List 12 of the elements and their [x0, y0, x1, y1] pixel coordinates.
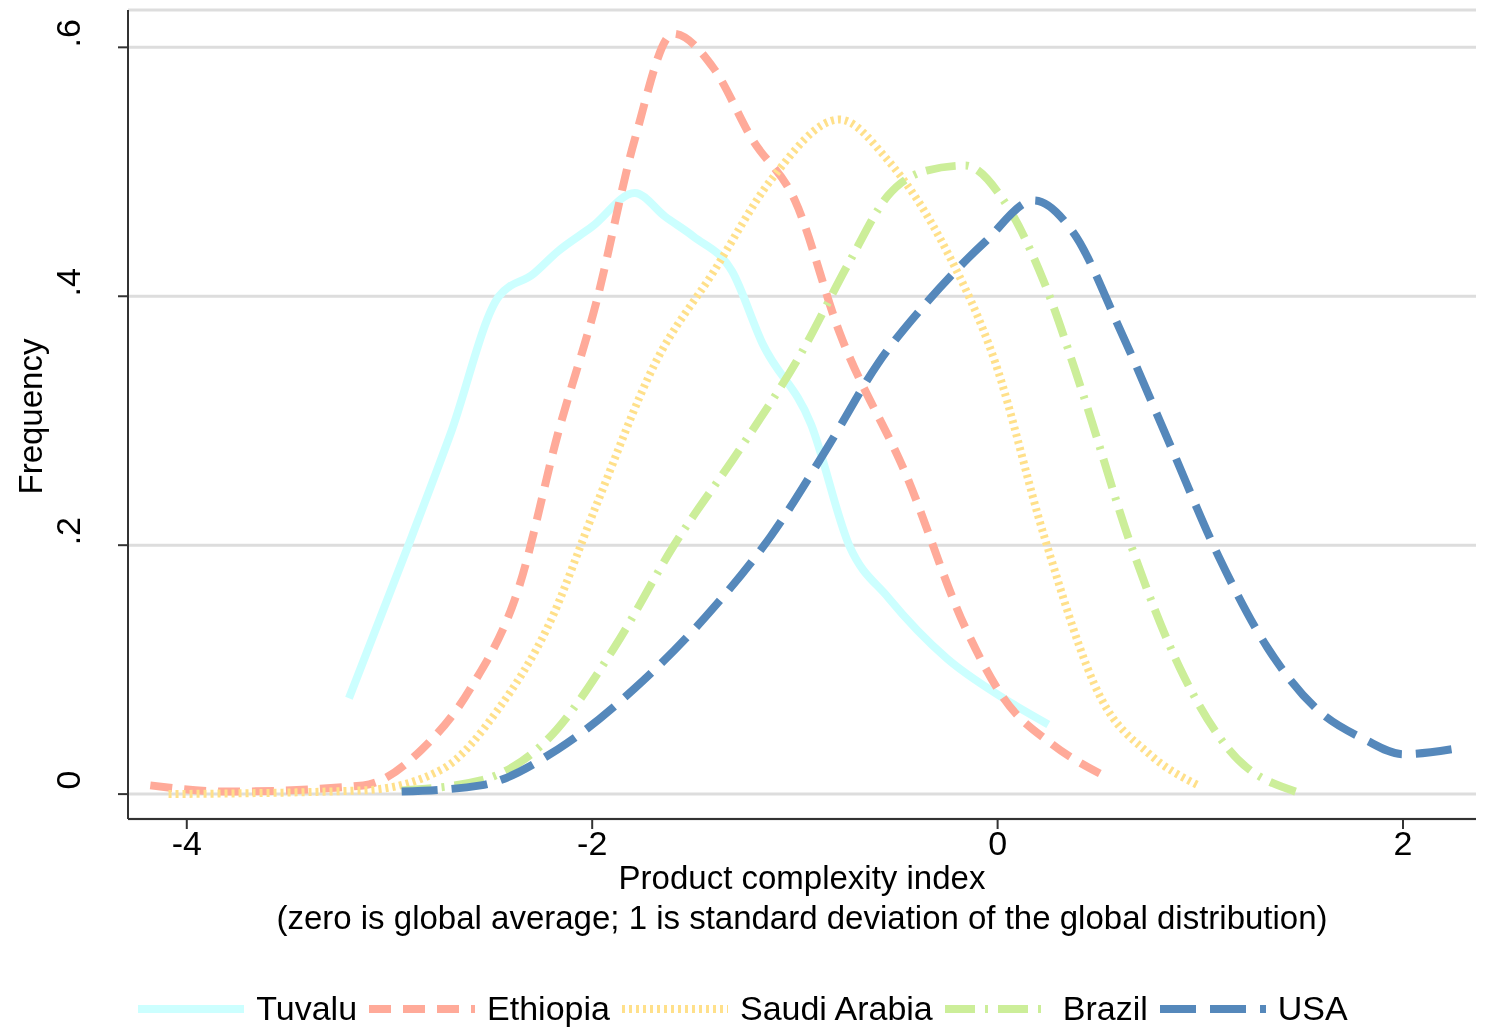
y-axis-title: Frequency	[11, 338, 49, 495]
y-tick-label: 0	[49, 770, 87, 790]
x-tick-label: -4	[171, 824, 202, 863]
legend-label: Tuvalu	[256, 989, 358, 1028]
y-tick-label: .6	[49, 19, 87, 48]
legend-label: Saudi Arabia	[739, 989, 933, 1028]
legend-label: Brazil	[1062, 989, 1148, 1028]
y-tick-label: .4	[49, 268, 87, 297]
legend-label: USA	[1277, 989, 1348, 1028]
y-tick-label: .2	[49, 517, 87, 546]
legend-label: Ethiopia	[487, 989, 610, 1028]
x-tick-label: 2	[1393, 824, 1413, 863]
